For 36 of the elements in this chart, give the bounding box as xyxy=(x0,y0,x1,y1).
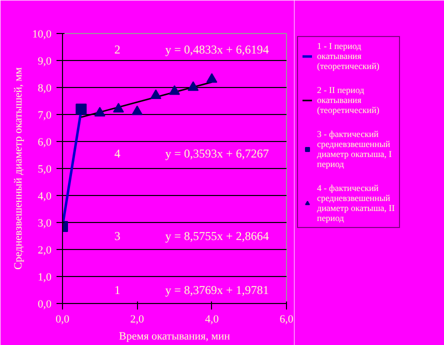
x-axis-title: Время окатывания, мин xyxy=(119,330,230,342)
y-tick-label: 6,0 xyxy=(38,136,52,148)
point xyxy=(188,81,199,91)
point xyxy=(94,106,106,117)
y-tick-label: 5,0 xyxy=(38,164,52,176)
point xyxy=(169,85,180,95)
y-tick-label: 8,0 xyxy=(38,82,52,94)
y-axis-title: Средневзвешенный диаметр окатышей, мм xyxy=(12,67,24,270)
point xyxy=(132,106,143,116)
annotation: y = 8,5755x + 2,8664 xyxy=(165,229,269,243)
x-tick-label: 6,0 xyxy=(280,314,294,326)
y-tick-label: 7,0 xyxy=(38,110,52,122)
annotation: y = 0,4833x + 6,6194 xyxy=(165,42,269,57)
legend-label: 3 - фактический средневзвешенный диаметр окатыша, I период xyxy=(317,129,392,169)
point xyxy=(113,102,124,112)
y-tick-label: 1,0 xyxy=(38,272,52,284)
x-tick-label: 0,0 xyxy=(56,314,70,326)
annotation: 2 xyxy=(114,42,120,57)
annotation: 1 xyxy=(114,283,120,297)
y-tick-label: 10,0 xyxy=(32,28,52,40)
x-tick-label: 4,0 xyxy=(204,314,220,326)
y-tick-label: 3,0 xyxy=(38,218,52,230)
annotation: y = 8,3769x + 1,9781 xyxy=(165,283,269,297)
annotation: 3 xyxy=(114,229,120,243)
x-tick-label: 2,0 xyxy=(130,314,145,326)
annotation: 4 xyxy=(114,146,120,161)
point xyxy=(150,89,162,99)
annotation: y = 0,3593x + 6,7267 xyxy=(165,146,269,161)
point xyxy=(206,73,218,83)
y-tick-label: 4,0 xyxy=(38,190,52,202)
y-tick-label: 9,0 xyxy=(38,56,52,68)
y-tick-label: 0,0 xyxy=(38,298,52,310)
legend-label: 4 - фактический средневзвешенный диаметр окатыша, II период xyxy=(317,183,395,223)
y-tick-label: 2,0 xyxy=(38,244,52,256)
legend-label: 2 - II период окатывания (теоретический) xyxy=(317,85,380,115)
legend-label: 1 - I период окатывания (теоретический) xyxy=(317,41,380,71)
